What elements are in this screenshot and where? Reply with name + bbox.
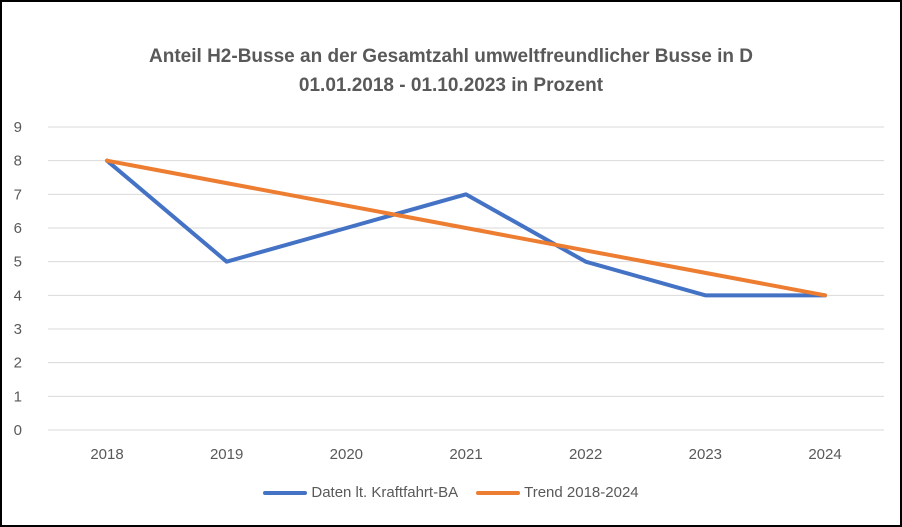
x-tick-label: 2021 [449,446,482,463]
y-tick-label: 1 [14,388,22,405]
x-tick-label: 2020 [330,446,363,463]
x-tick-label: 2024 [808,446,841,463]
y-tick-label: 0 [14,422,22,439]
x-tick-label: 2023 [689,446,722,463]
y-tick-label: 9 [14,119,22,136]
x-tick-label: 2022 [569,446,602,463]
y-tick-label: 4 [14,287,22,304]
y-tick-label: 5 [14,254,22,271]
y-tick-label: 8 [14,153,22,170]
y-tick-label: 7 [14,186,22,203]
legend-label: Daten lt. Kraftfahrt-BA [311,484,459,501]
legend-item-data: Daten lt. Kraftfahrt-BA [263,484,458,501]
y-tick-label: 6 [14,220,22,237]
x-tick-label: 2018 [90,446,123,463]
chart-title-line2: 01.01.2018 - 01.10.2023 in Prozent [298,75,604,96]
x-tick-label: 2019 [210,446,243,463]
y-tick-label: 2 [14,355,22,372]
series-line-trend [105,158,827,298]
legend-item-trend: Trend 2018-2024 [476,484,639,501]
chart-title-line1: Anteil H2-Busse an der Gesamtzahl umwelt… [149,46,753,67]
series-line-data [105,158,827,298]
legend-swatch-blue [263,490,308,495]
y-tick-label: 3 [14,321,22,338]
legend: Daten lt. Kraftfahrt-BA Trend 2018-2024 [0,484,902,501]
legend-label: Trend 2018-2024 [524,484,639,501]
legend-swatch-orange [476,490,521,495]
